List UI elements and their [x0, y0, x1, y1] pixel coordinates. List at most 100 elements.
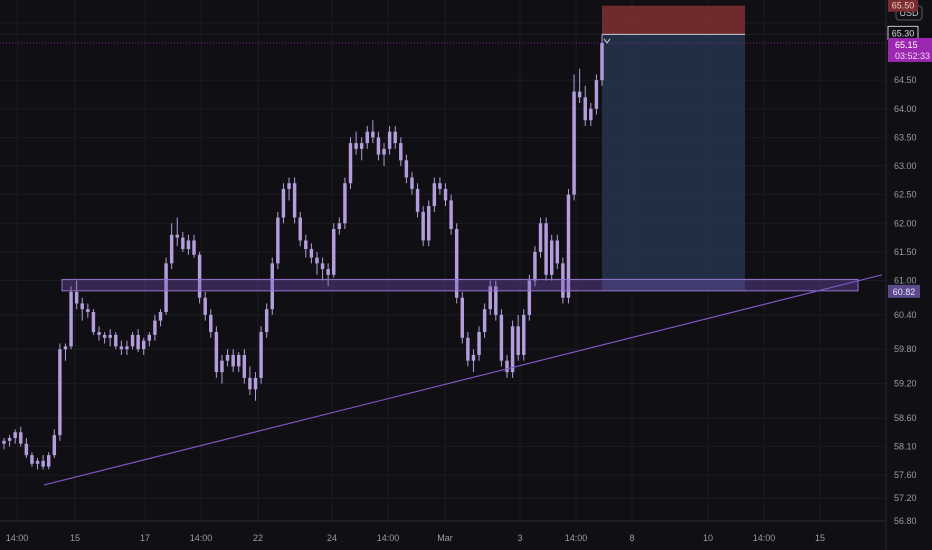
- y-tick-label: 59.80: [894, 344, 917, 354]
- candle-body: [264, 309, 269, 333]
- candle-body: [577, 91, 582, 98]
- zone-price-badge: [888, 284, 920, 298]
- x-tick-label: 15: [815, 533, 825, 543]
- candles: [2, 34, 604, 470]
- candle-body: [130, 334, 135, 347]
- candle-body: [158, 312, 163, 321]
- x-tick-label: 15: [70, 533, 80, 543]
- y-tick-label: 59.20: [894, 379, 917, 389]
- candle-body: [276, 217, 280, 264]
- x-tick-label: 14:00: [6, 533, 29, 543]
- candle-body: [102, 334, 107, 338]
- candle-body: [410, 177, 414, 189]
- candle-body: [600, 42, 604, 81]
- candle-body: [203, 297, 207, 315]
- y-tick-label: 58.60: [894, 413, 917, 423]
- candle-body: [214, 332, 219, 373]
- candle-body: [97, 332, 101, 335]
- candle-body: [153, 320, 157, 335]
- candle-body: [58, 349, 62, 436]
- candle-body: [141, 340, 146, 350]
- y-tick-label: 64.50: [894, 75, 917, 85]
- candle-body: [169, 234, 174, 264]
- x-tick-label: 24: [327, 533, 337, 543]
- y-tick-label: 57.60: [894, 470, 917, 480]
- candle-body: [225, 354, 230, 361]
- x-axis[interactable]: 14:00 15 17 14:00 22 24 14:00 Mar 3 14:00 8 10 14:00…: [0, 520, 886, 543]
- y-tick-label: 63.50: [894, 132, 917, 142]
- candle-body: [555, 240, 560, 264]
- x-tick-label: 14:00: [753, 533, 776, 543]
- trendline[interactable]: [43, 274, 883, 486]
- candle-body: [443, 188, 448, 201]
- candle-body: [248, 377, 252, 390]
- zone-price-label: 60.82: [893, 287, 916, 297]
- candle-body: [197, 254, 202, 298]
- candle-body: [320, 263, 325, 270]
- candle-body: [499, 314, 504, 361]
- candle-body: [253, 377, 258, 390]
- y-axis[interactable]: 64.50 64.00 63.50 63.00 62.50 62.00 61.50 61.00…: [885, 0, 923, 550]
- candle-body: [114, 334, 118, 347]
- candle-body: [482, 309, 487, 333]
- candle-body: [231, 354, 235, 367]
- candle-body: [41, 460, 45, 467]
- candle-body: [510, 326, 515, 373]
- candle-body: [332, 229, 336, 275]
- y-tick-label: 61.50: [894, 247, 917, 257]
- candle-body: [13, 432, 17, 438]
- candle-body: [371, 131, 375, 138]
- take-profit-zone: [602, 34, 745, 291]
- last-price-label: 65.15: [895, 40, 918, 50]
- candle-body: [343, 183, 347, 224]
- candle-body: [298, 217, 302, 241]
- candle-body: [315, 257, 319, 264]
- candle-body: [477, 332, 481, 355]
- candle-body: [348, 143, 353, 184]
- position-zones: [602, 5, 745, 291]
- candle-body: [421, 211, 425, 241]
- candle-body: [527, 280, 532, 315]
- overlays: [0, 38, 886, 486]
- candle-body: [86, 309, 90, 313]
- currency-label: USD: [899, 8, 919, 18]
- candle-body: [454, 229, 459, 298]
- candle-body: [175, 234, 179, 238]
- candle-body: [30, 455, 34, 464]
- candle-body: [181, 237, 185, 250]
- y-tick-label: 63.00: [894, 161, 917, 171]
- candle-body: [427, 206, 431, 241]
- candle-body: [533, 251, 537, 281]
- candle-body: [35, 460, 40, 464]
- x-tick-label: 14:00: [565, 533, 588, 543]
- support-zone[interactable]: [61, 278, 859, 292]
- candle-body: [376, 137, 381, 155]
- candle-body: [387, 131, 392, 149]
- candle-body: [236, 354, 241, 367]
- candle-body: [404, 160, 409, 178]
- x-tick-label: Mar: [437, 533, 453, 543]
- candle-body: [488, 286, 492, 310]
- stop-price-badge: [888, 0, 918, 12]
- candle-body: [186, 240, 191, 250]
- candle-body: [494, 286, 498, 315]
- candle-body: [46, 455, 51, 467]
- candle-body: [80, 303, 84, 310]
- candle-body: [572, 91, 576, 195]
- x-tick-label: 10: [703, 533, 713, 543]
- candle-body: [259, 332, 263, 378]
- candle-body: [281, 188, 286, 218]
- candle-body: [522, 314, 526, 355]
- countdown-label: 03:52:33: [895, 51, 930, 61]
- candle-body: [471, 354, 476, 361]
- candle-body: [549, 240, 554, 275]
- y-tick-label: 56.80: [894, 516, 917, 526]
- candle-body: [24, 443, 29, 456]
- candle-body: [359, 143, 364, 149]
- y-tick-label: 62.00: [894, 218, 917, 228]
- candle-body: [399, 143, 403, 161]
- candle-body: [220, 360, 224, 373]
- candle-body: [209, 314, 213, 333]
